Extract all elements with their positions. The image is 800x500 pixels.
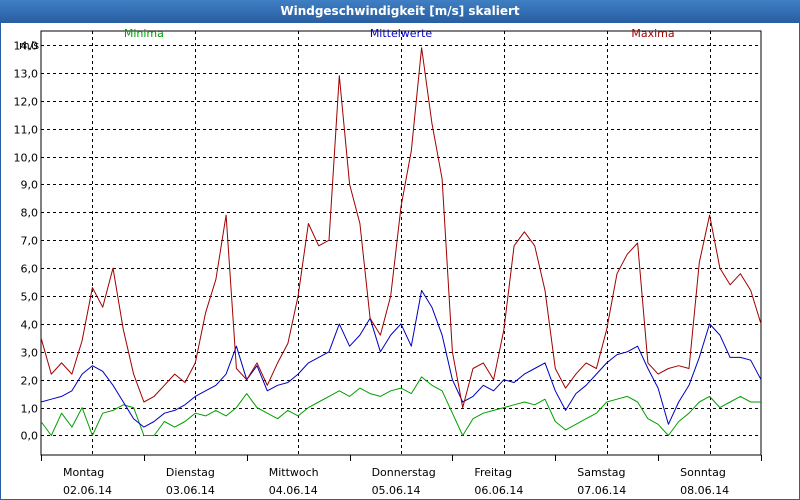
day-date-label: 05.06.14	[372, 484, 421, 497]
chart-frame: 0,0 1,0 2,0 3,0 4,0 5,0 6,0 7,0 8,0 9,0 10,0 11,0 12…	[0, 22, 800, 500]
series-line-maxima	[40, 47, 762, 409]
series-line-minima	[40, 376, 761, 436]
grid-layer	[40, 30, 762, 461]
day-name-label: Donnerstag	[372, 466, 436, 479]
y-tick-label: 7,0	[21, 235, 39, 248]
y-axis-unit: m/s	[19, 39, 39, 52]
day-date-label: 04.06.14	[269, 484, 318, 497]
y-tick-label: 13,0	[14, 68, 39, 81]
y-tick-label: 12,0	[14, 96, 39, 109]
label-layer: 0,0 1,0 2,0 3,0 4,0 5,0 6,0 7,0 8,0 9,0 10,0 11,0 12…	[14, 27, 730, 497]
day-date-label: 06.06.14	[474, 484, 523, 497]
series-line-mittelwerte	[40, 289, 762, 428]
day-name-label: Sonntag	[680, 466, 726, 479]
day-name-label: Samstag	[577, 466, 625, 479]
y-tick-label: 0,0	[21, 430, 39, 443]
y-tick-label: 8,0	[21, 207, 39, 220]
y-tick-label: 11,0	[14, 124, 39, 137]
y-tick-label: 1,0	[21, 403, 39, 416]
day-name-label: Freitag	[474, 466, 512, 479]
day-date-label: 08.06.14	[680, 484, 729, 497]
y-tick-label: 14,0	[14, 40, 39, 53]
series-layer	[40, 47, 762, 436]
day-name-label: Dienstag	[166, 466, 215, 479]
y-tick-label: 10,0	[14, 152, 39, 165]
legend-maxima: Maxima	[631, 27, 674, 40]
y-tick-label: 4,0	[21, 319, 39, 332]
day-name-label: Mittwoch	[269, 466, 319, 479]
legend-mittelwerte: Mittelwerte	[370, 27, 433, 40]
day-date-label: 07.06.14	[577, 484, 626, 497]
y-tick-label: 2,0	[21, 375, 39, 388]
y-tick-label: 5,0	[21, 291, 39, 304]
day-name-label: Montag	[63, 466, 104, 479]
chart-title: Windgeschwindigkeit [m/s] skaliert	[0, 0, 800, 22]
y-tick-label: 9,0	[21, 179, 39, 192]
day-date-label: 03.06.14	[166, 484, 215, 497]
day-date-label: 02.06.14	[63, 484, 112, 497]
y-tick-label: 6,0	[21, 263, 39, 276]
y-tick-label: 3,0	[21, 347, 39, 360]
line-chart: 0,0 1,0 2,0 3,0 4,0 5,0 6,0 7,0 8,0 9,0 10,0 11,0 12…	[14, 27, 762, 497]
legend-minima: Minima	[124, 27, 164, 40]
